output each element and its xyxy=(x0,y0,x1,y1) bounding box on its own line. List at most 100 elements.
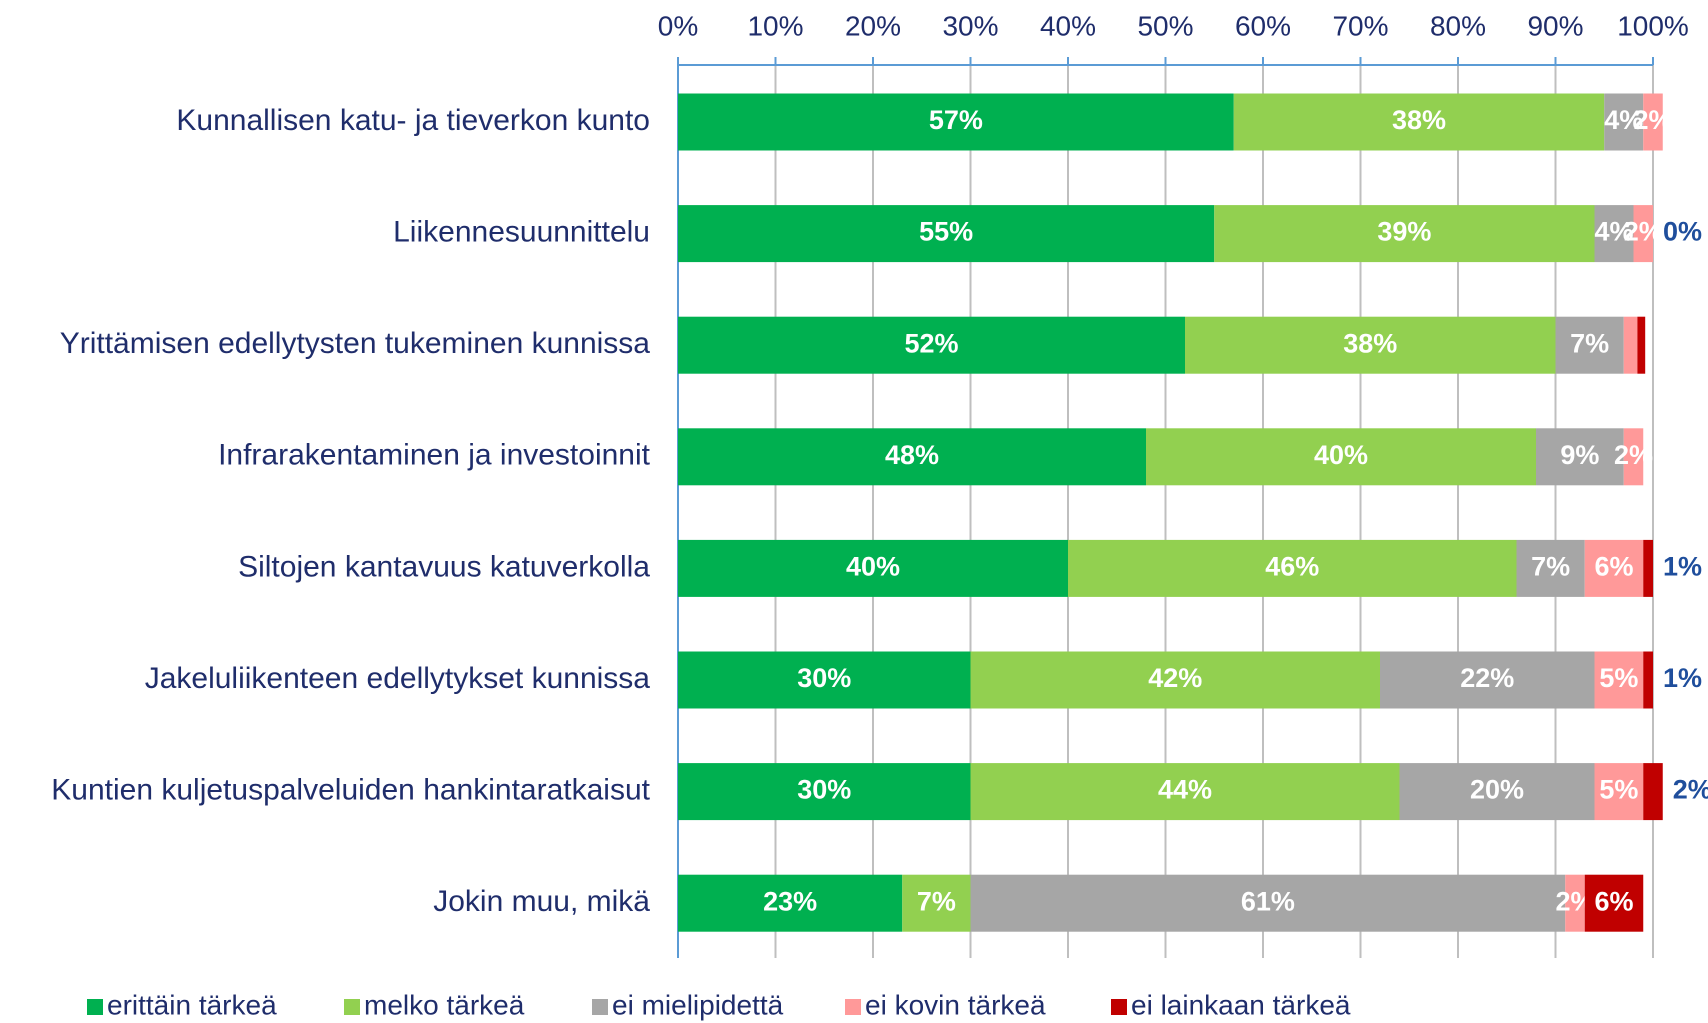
data-label: 57% xyxy=(929,105,983,135)
bar-segment xyxy=(678,651,971,709)
bar-segment xyxy=(1594,763,1644,821)
bar-segment xyxy=(1604,93,1644,151)
data-label: 61% xyxy=(1241,886,1295,916)
bar-segment xyxy=(678,316,1185,374)
legend-swatch xyxy=(592,999,608,1015)
x-tick-label: 20% xyxy=(845,10,901,41)
data-label: 39% xyxy=(1377,217,1431,247)
category-label: Kuntien kuljetuspalveluiden hankintaratk… xyxy=(51,774,650,807)
x-tick-label: 60% xyxy=(1235,10,1291,41)
data-label: 20% xyxy=(1470,775,1524,805)
bar-segment xyxy=(1643,539,1653,597)
bar-segment xyxy=(902,874,971,932)
data-label: 48% xyxy=(885,440,939,470)
bar-segment xyxy=(1555,316,1624,374)
data-label: 6% xyxy=(1594,886,1633,916)
data-label: 38% xyxy=(1392,105,1446,135)
data-label: 42% xyxy=(1148,663,1202,693)
legend-label: ei lainkaan tärkeä xyxy=(1131,989,1351,1020)
legend-label: ei mielipidettä xyxy=(612,989,784,1020)
bar-segment xyxy=(678,205,1215,263)
x-tick-label: 80% xyxy=(1430,10,1486,41)
bar-segment xyxy=(1233,93,1605,151)
data-label: 9% xyxy=(1560,440,1599,470)
legend-label: ei kovin tärkeä xyxy=(865,989,1046,1020)
data-label: 22% xyxy=(1460,663,1514,693)
data-label: 40% xyxy=(846,552,900,582)
legend-swatch xyxy=(87,999,103,1015)
legend-swatch xyxy=(344,999,360,1015)
bar-segment xyxy=(1146,428,1536,486)
bar-segment xyxy=(678,874,903,932)
data-label: 23% xyxy=(763,886,817,916)
data-label: 1% xyxy=(1663,663,1702,693)
data-label: 1% xyxy=(1663,552,1702,582)
data-label: 0% xyxy=(1663,217,1702,247)
data-label: 44% xyxy=(1158,775,1212,805)
bar-segment xyxy=(1214,205,1595,263)
data-label: 5% xyxy=(1599,663,1638,693)
bar-segment xyxy=(1594,205,1634,263)
legend-swatch xyxy=(1111,999,1127,1015)
category-label: Yrittämisen edellytysten tukeminen kunni… xyxy=(60,327,651,360)
legend-label: melko tärkeä xyxy=(364,989,525,1020)
x-tick-label: 70% xyxy=(1332,10,1388,41)
category-label: Kunnallisen katu- ja tieverkon kunto xyxy=(176,104,650,137)
bar-segment xyxy=(1516,539,1585,597)
bar-segment xyxy=(1623,316,1638,374)
bar-segment xyxy=(970,763,1400,821)
x-tick-label: 10% xyxy=(747,10,803,41)
bar-segment xyxy=(1637,316,1646,374)
bar-segment xyxy=(1594,651,1644,709)
bar-segment xyxy=(678,93,1234,151)
data-label: 6% xyxy=(1594,552,1633,582)
bar-segment xyxy=(1643,651,1653,709)
category-label: Jakeluliikenteen edellytykset kunnissa xyxy=(145,662,651,695)
data-label: 4% xyxy=(1594,217,1633,247)
data-label: 40% xyxy=(1314,440,1368,470)
bar-segment xyxy=(1584,874,1644,932)
data-label: 52% xyxy=(904,328,958,358)
bar-segment xyxy=(1623,428,1644,486)
x-tick-label: 90% xyxy=(1527,10,1583,41)
bar-segment xyxy=(1068,539,1517,597)
data-label: 2% xyxy=(1614,440,1653,470)
category-label: Liikennesuunnittelu xyxy=(393,216,650,249)
data-label: 5% xyxy=(1599,775,1638,805)
data-label: 2% xyxy=(1673,775,1708,805)
data-label: 2% xyxy=(1624,217,1663,247)
x-tick-label: 50% xyxy=(1137,10,1193,41)
bar-segment xyxy=(1565,874,1585,932)
bar-segment xyxy=(1536,428,1624,486)
category-label: Jokin muu, mikä xyxy=(433,885,650,918)
bar-segment xyxy=(1185,316,1556,374)
data-label: 7% xyxy=(917,886,956,916)
bar-segment xyxy=(1584,539,1644,597)
legend-swatch xyxy=(845,999,861,1015)
legend-label: erittäin tärkeä xyxy=(107,989,277,1020)
bar-segment xyxy=(678,763,971,821)
data-label: 7% xyxy=(1531,552,1570,582)
x-tick-label: 100% xyxy=(1617,10,1689,41)
data-label: 46% xyxy=(1265,552,1319,582)
bar-segment xyxy=(1643,763,1663,821)
bar-segment xyxy=(678,539,1068,597)
category-label: Infrarakentaminen ja investoinnit xyxy=(218,439,651,472)
bar-segment xyxy=(1633,205,1653,263)
x-tick-label: 0% xyxy=(658,10,698,41)
data-label: 55% xyxy=(919,217,973,247)
x-tick-label: 30% xyxy=(942,10,998,41)
category-label: Siltojen kantavuus katuverkolla xyxy=(238,550,650,583)
bar-segment xyxy=(970,651,1380,709)
x-tick-label: 40% xyxy=(1040,10,1096,41)
bar-segment xyxy=(1643,93,1663,151)
bar-segment xyxy=(1399,763,1595,821)
bar-segment xyxy=(1380,651,1595,709)
data-label: 2% xyxy=(1633,105,1672,135)
data-label: 4% xyxy=(1604,105,1643,135)
bar-segment xyxy=(970,874,1566,932)
data-label: 30% xyxy=(797,775,851,805)
data-label: 38% xyxy=(1343,328,1397,358)
data-label: 30% xyxy=(797,663,851,693)
